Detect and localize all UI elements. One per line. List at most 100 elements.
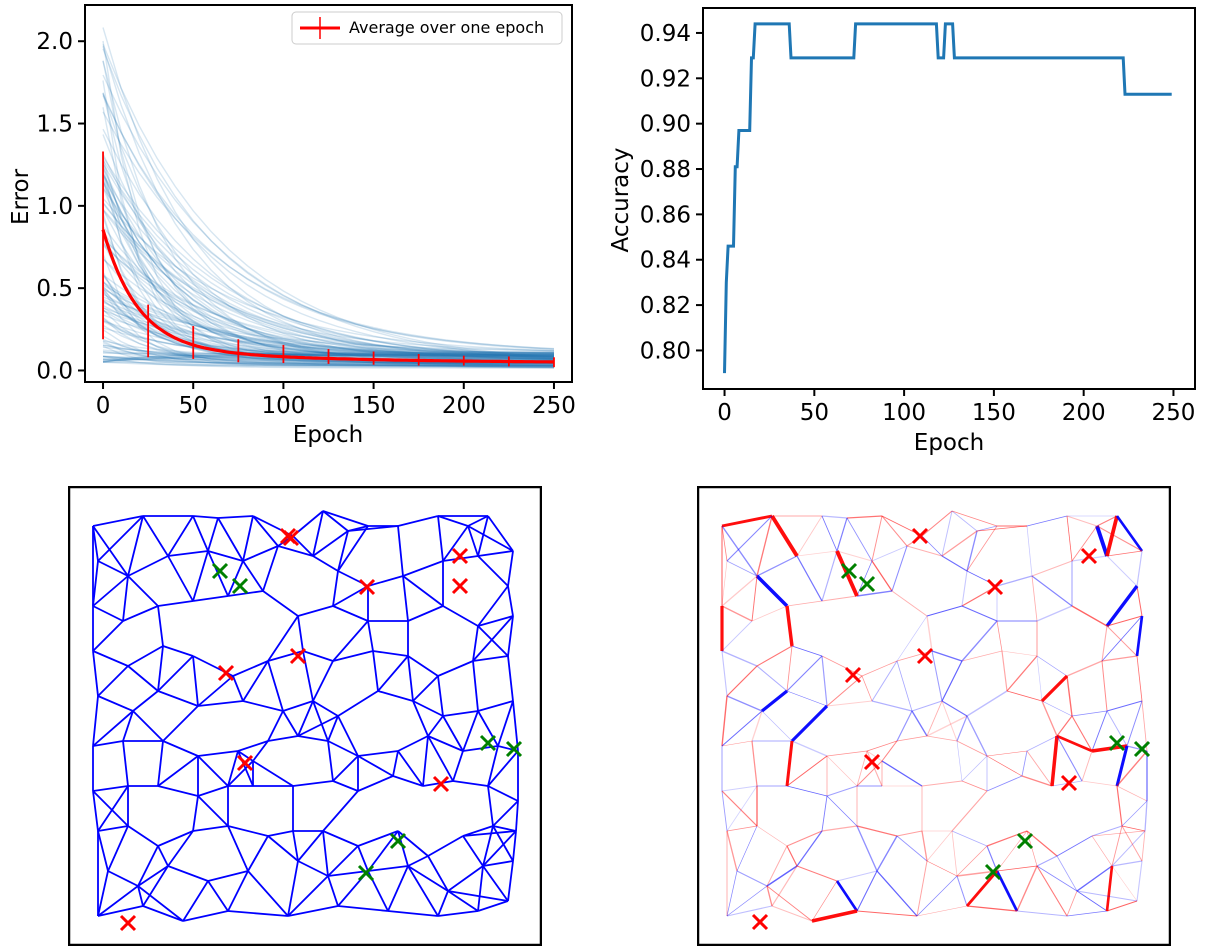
weighted-edge [926,605,963,617]
sample-trace [102,355,554,366]
weighted-edge [785,740,794,787]
weighted-edge [896,650,933,662]
graph-edge [312,555,339,572]
weighted-edge [786,600,823,607]
red-cross-marker [119,914,137,932]
weighted-edge [861,660,898,677]
weighted-edge [1091,835,1113,867]
weighted-edge [856,590,893,597]
graph-edge [157,690,199,707]
weighted-edge [961,650,1003,662]
weighted-edge [1066,890,1078,917]
graph-edge [357,845,369,872]
x-tick-label: 0 [717,400,732,426]
weighted-edge [796,550,838,557]
red-cross-marker [751,913,769,931]
weighted-edge [1116,785,1148,802]
weighted-edge [996,865,1038,872]
sample-trace [102,27,555,360]
sample-trace [102,153,555,354]
graph-edge [442,605,479,627]
graph-edge [122,740,129,787]
weighted-edge [986,755,1023,777]
weighted-edge [826,785,858,797]
weighted-edge [896,835,928,862]
red-cross-marker [217,664,235,682]
weighted-edge [941,530,978,557]
red-cross-marker [236,754,254,772]
x-tick-label: 0 [96,393,111,419]
weighted-edge [1071,605,1108,627]
weighted-edge [1116,785,1123,827]
weighted-edge [726,695,763,712]
graph-edge [407,605,444,622]
graph-edge [277,545,314,557]
weighted-edge [891,590,928,617]
weighted-edge [721,790,758,827]
weighted-edge [1136,550,1143,587]
weighted-edge [916,875,958,917]
weighted-edge [821,595,858,602]
graph-edge [477,515,489,557]
graph-edge [477,900,509,912]
sample-trace [102,236,555,355]
graph-edge [512,700,519,752]
graph-edge [467,525,479,557]
graph-edge [282,710,299,737]
graph-edge [192,655,199,707]
weighted-edge [1036,855,1058,867]
graph-edge [387,865,409,912]
weighted-edge [896,830,923,837]
weighted-edge [796,830,823,867]
weighted-edge [965,870,999,907]
graph-edge [127,665,159,692]
weighted-edge [721,575,758,607]
weighted-edge [1056,735,1083,782]
weighted-edge [721,785,758,792]
graph-edge [227,910,289,917]
sample-trace [102,361,554,369]
weighted-edge [956,715,968,742]
red-cross-marker [1080,547,1098,565]
graph-edge [422,735,429,787]
graph-edge [167,550,209,557]
weighted-edge [1126,700,1143,747]
graph-edge [487,745,499,787]
weighted-edge [726,785,758,832]
x-tick-label: 250 [1151,400,1195,426]
weighted-edge [1106,555,1138,587]
weighted-edge [976,525,1028,532]
weighted-edge [956,875,968,907]
weighted-edge [866,740,898,752]
weighted-edge [726,885,768,917]
weighted-edge [821,825,858,832]
network-graph-weighted [697,486,1171,946]
weighted-edge [751,575,758,622]
graph-edge [407,865,439,917]
weighted-edge [721,620,753,652]
graph-edge [207,517,219,552]
graph-edge [507,860,514,902]
graph-edge [92,605,124,622]
weighted-edge [791,645,823,657]
y-tick-label: 0.88 [640,157,691,183]
graph-edge [447,890,509,902]
graph-edge [487,785,494,827]
weighted-edge [1026,515,1068,527]
weighted-edge [856,910,918,917]
sample-trace [102,197,555,352]
weighted-edge [721,650,728,697]
sample-trace [102,258,554,353]
weighted-edge [1016,910,1068,917]
sample-trace [102,351,554,368]
weighted-edge [811,909,858,923]
sample-trace [102,92,555,362]
graph-edge [92,740,124,747]
weighted-edge [961,780,988,792]
sample-trace [102,95,555,350]
weighted-edge [956,740,988,757]
graph-edge [437,910,479,917]
weighted-edge [836,870,878,882]
graph-edge [167,555,194,602]
weighted-edge [931,650,943,702]
